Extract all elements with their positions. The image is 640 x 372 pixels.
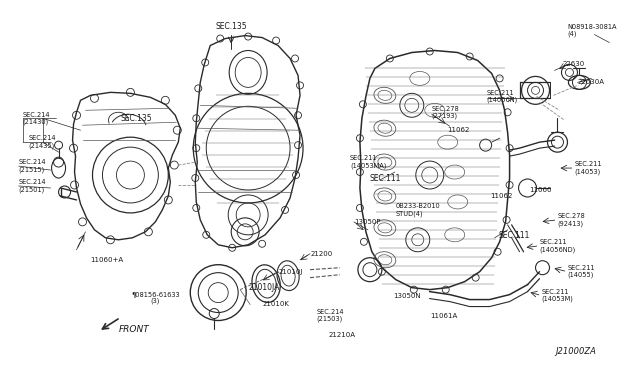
Text: SEC.211
(14056N): SEC.211 (14056N) (486, 90, 518, 103)
Text: SEC.211
(14055): SEC.211 (14055) (568, 265, 595, 278)
Text: SEC.111: SEC.111 (499, 231, 530, 240)
Text: SEC.214
(21435): SEC.214 (21435) (29, 135, 56, 149)
Text: 21010JA: 21010JA (248, 283, 280, 292)
Text: SEC.211
(14053MA): SEC.211 (14053MA) (350, 155, 387, 169)
Text: J21000ZA: J21000ZA (556, 347, 596, 356)
Text: SEC.214
(21515): SEC.214 (21515) (19, 159, 46, 173)
Text: SEC.214
(21503): SEC.214 (21503) (316, 309, 344, 322)
Text: 11061A: 11061A (430, 312, 457, 318)
Text: 13050N: 13050N (393, 293, 420, 299)
Text: 21010K: 21010K (262, 301, 289, 307)
Text: SEC.211
(14053M): SEC.211 (14053M) (541, 289, 573, 302)
Text: 11062: 11062 (447, 127, 469, 133)
Text: 21200: 21200 (310, 251, 332, 257)
Text: SEC.111: SEC.111 (370, 173, 401, 183)
Text: 13050P: 13050P (354, 219, 380, 225)
Text: SEC.211
(14053): SEC.211 (14053) (575, 161, 602, 175)
Text: SEC.214
(21501): SEC.214 (21501) (19, 179, 46, 193)
Text: SEC.135: SEC.135 (216, 22, 247, 31)
Text: 0B233-B2010
STUD(4): 0B233-B2010 STUD(4) (396, 203, 440, 217)
Text: SEC.211
(14056ND): SEC.211 (14056ND) (540, 239, 576, 253)
Text: ¶08156-61633
(3): ¶08156-61633 (3) (131, 291, 180, 304)
Text: 21010J: 21010J (278, 269, 303, 275)
Text: FRONT: FRONT (118, 325, 149, 334)
Text: 11060: 11060 (529, 187, 552, 193)
Text: 21210A: 21210A (328, 333, 355, 339)
Text: SEC.278
(27193): SEC.278 (27193) (432, 106, 460, 119)
Text: 22630: 22630 (563, 61, 585, 67)
Text: N08918-3081A
(4): N08918-3081A (4) (568, 24, 617, 37)
Text: SEC.278
(92413): SEC.278 (92413) (557, 213, 585, 227)
Text: 11060+A: 11060+A (90, 257, 124, 263)
Text: SEC.214
(21430): SEC.214 (21430) (22, 112, 51, 125)
Text: 11062: 11062 (491, 193, 513, 199)
Text: SEC.135: SEC.135 (120, 114, 152, 123)
Text: 22630A: 22630A (577, 79, 604, 86)
